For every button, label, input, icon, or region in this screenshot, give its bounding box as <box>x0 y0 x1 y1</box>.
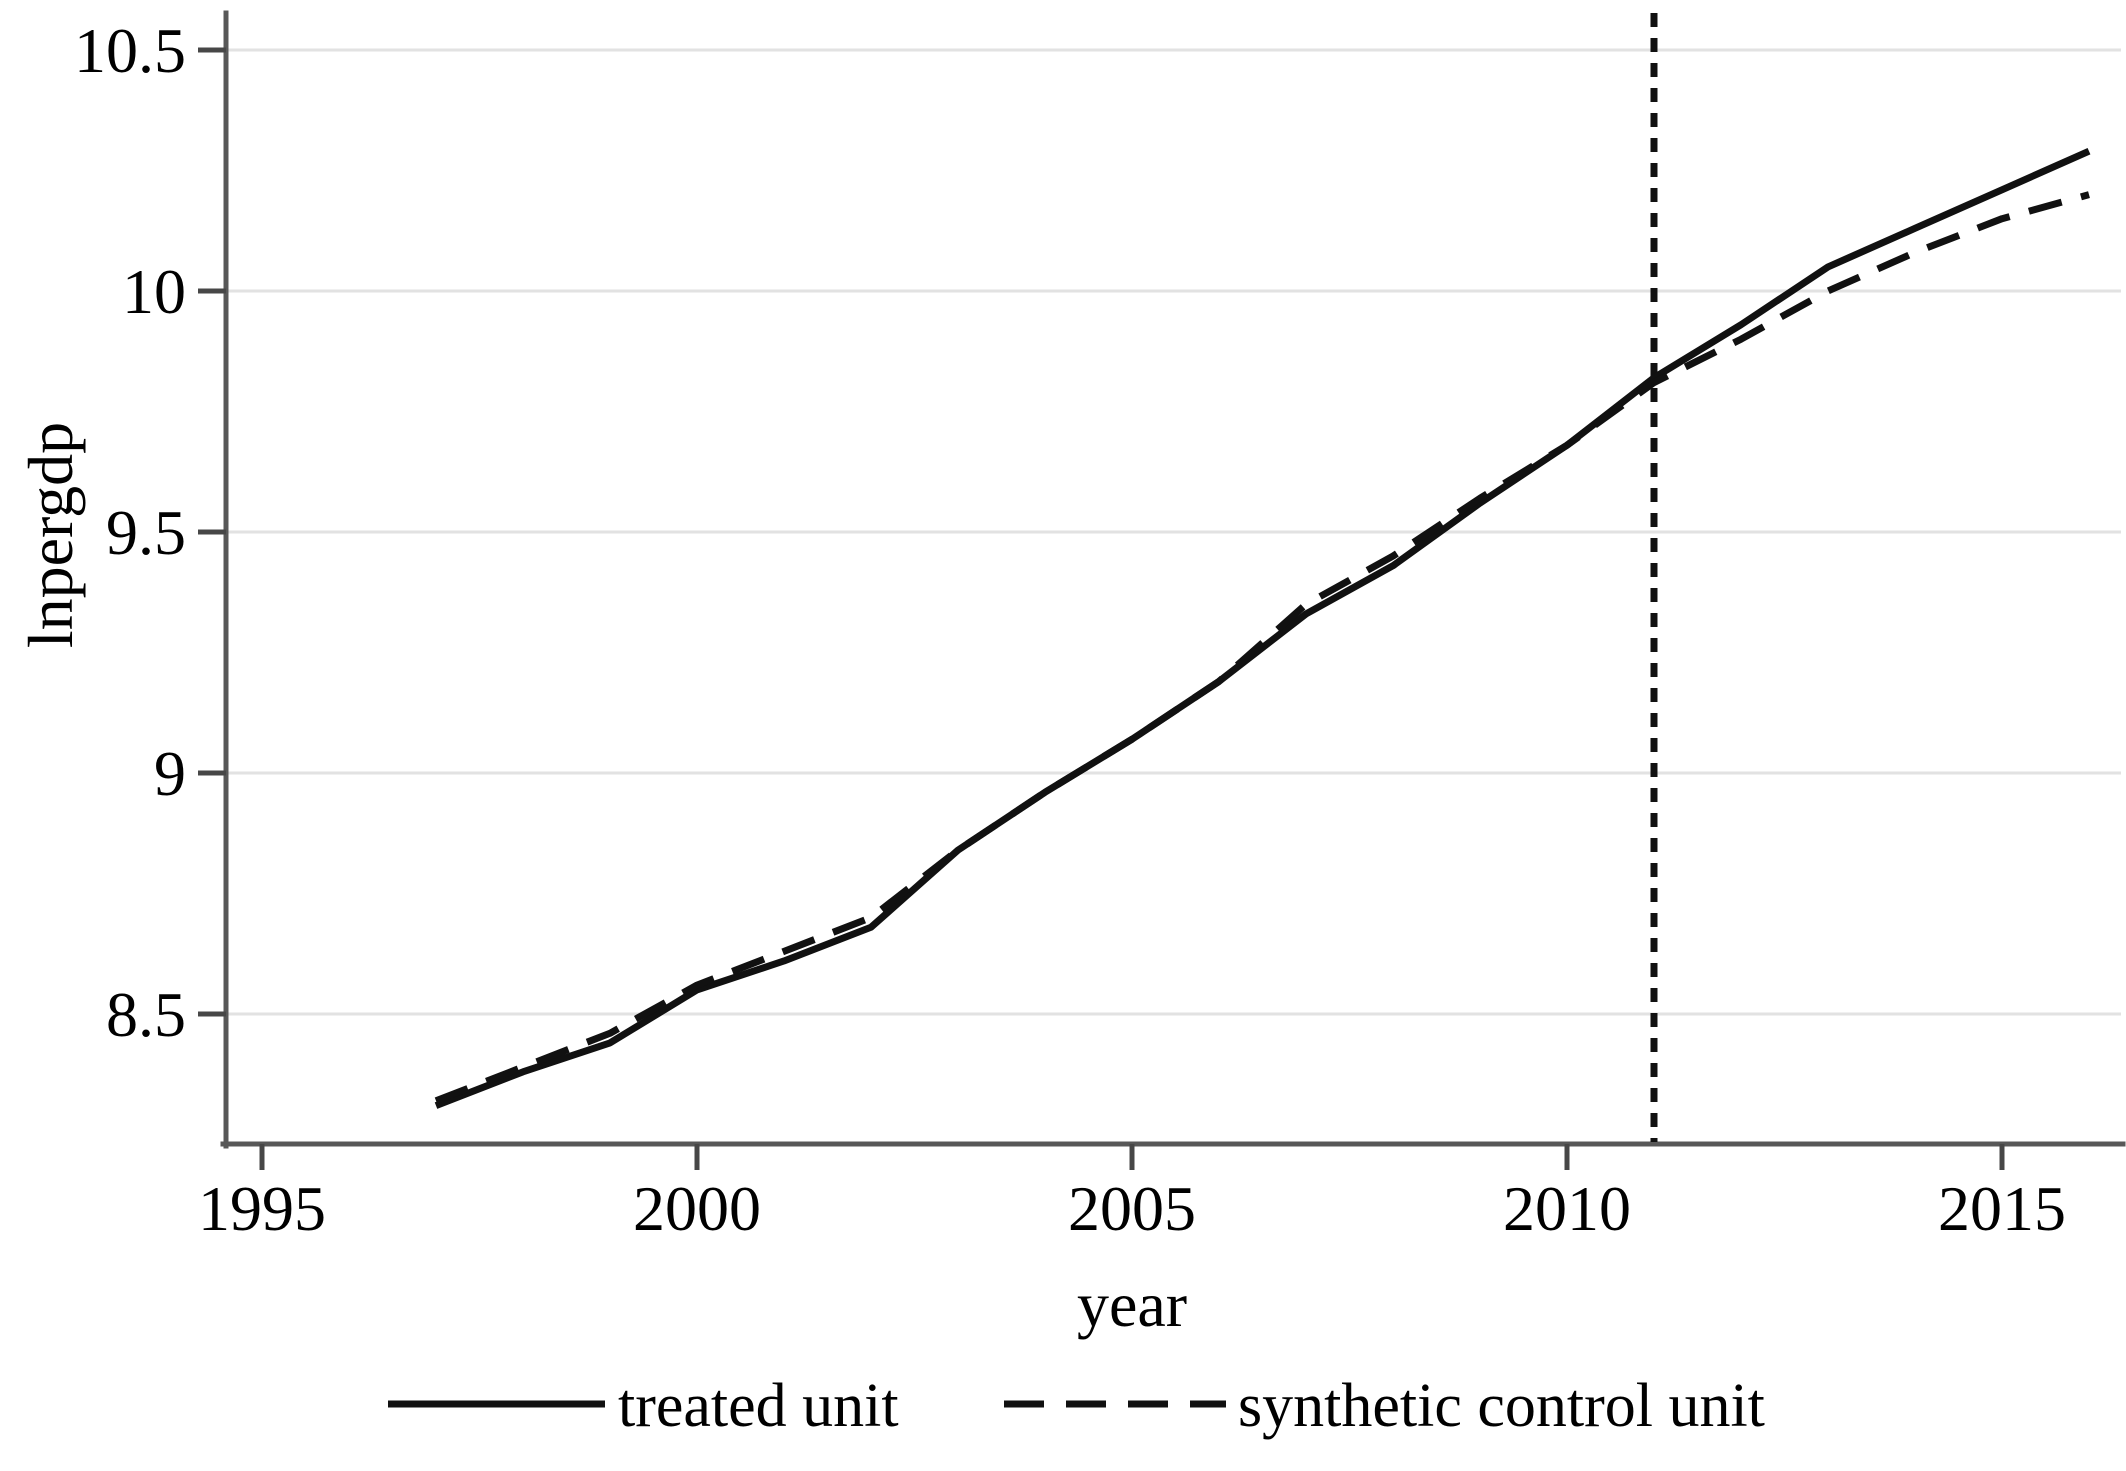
axes <box>220 10 2126 1149</box>
legend-treated-label: treated unit <box>618 1372 899 1440</box>
x-tick-label: 2010 <box>1503 1173 1631 1244</box>
synthetic-line <box>434 191 2090 1105</box>
data-series <box>434 148 2091 1109</box>
x-tick-label: 2015 <box>1938 1173 2066 1244</box>
y-tick-label: 10.5 <box>74 15 186 86</box>
tick-marks-and-labels: 8.5 9 9.5 10 10.5 1995 2000 2005 2010 2015 <box>74 15 2066 1244</box>
x-axis-title: year <box>1077 1269 1187 1340</box>
y-tick-label: 9.5 <box>106 497 186 568</box>
x-tick-label: 2005 <box>1068 1173 1196 1244</box>
x-tick-label: 2000 <box>633 1173 761 1244</box>
treated-line <box>434 148 2091 1109</box>
legend: treated unit synthetic control unit <box>388 1372 1765 1440</box>
axis-titles: year lnpergdp <box>15 422 1187 1340</box>
y-tick-label: 9 <box>154 738 186 809</box>
gridlines <box>226 48 2121 1016</box>
y-axis-title: lnpergdp <box>15 422 86 648</box>
x-tick-label: 1995 <box>198 1173 326 1244</box>
y-tick-label: 8.5 <box>106 979 186 1050</box>
y-tick-label: 10 <box>122 256 186 327</box>
legend-synthetic-label: synthetic control unit <box>1238 1372 1765 1440</box>
